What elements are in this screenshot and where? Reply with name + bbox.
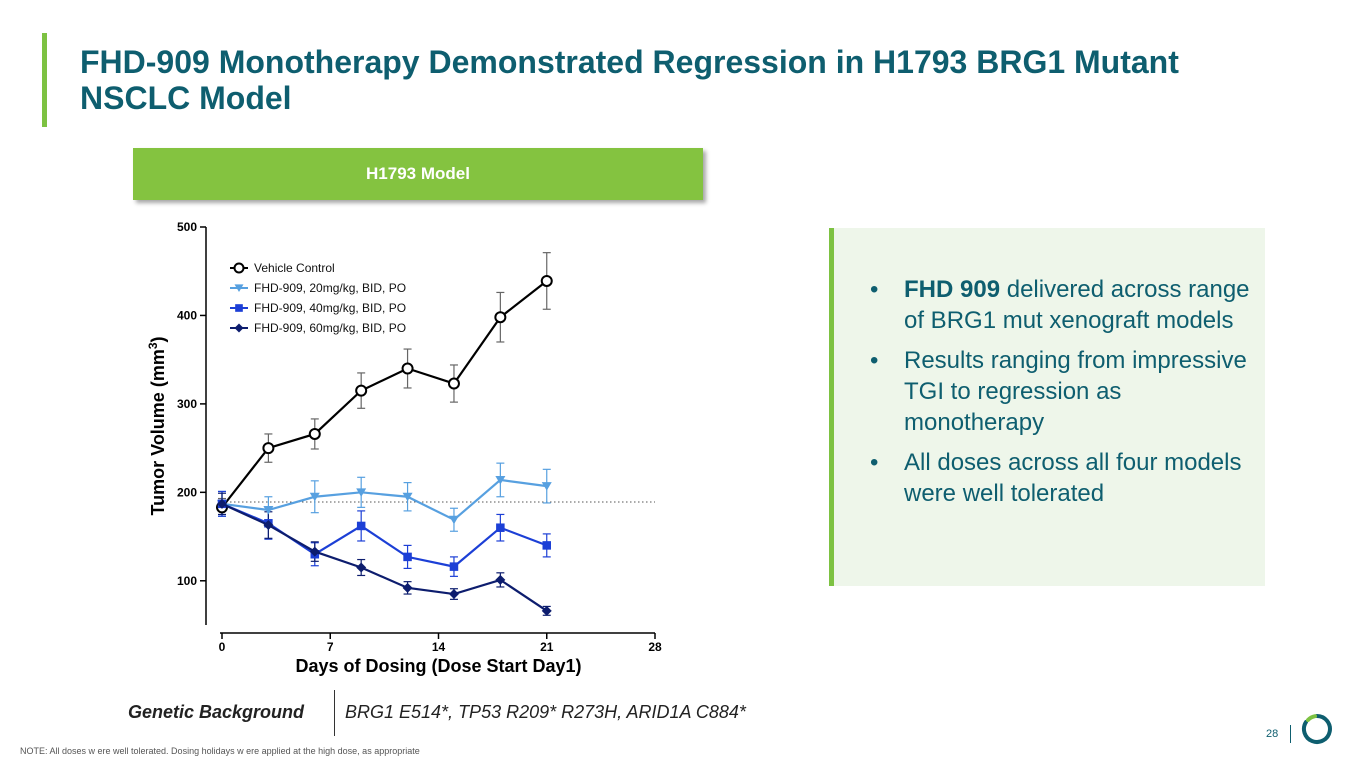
data-point — [402, 492, 413, 502]
legend-label: FHD-909, 60mg/kg, BID, PO — [254, 321, 406, 335]
data-point — [541, 482, 552, 491]
legend-marker — [234, 284, 244, 293]
data-point — [217, 498, 227, 509]
x-tick-label: 7 — [327, 640, 334, 654]
data-point — [541, 605, 552, 616]
y-tick-label: 500 — [177, 220, 197, 234]
genetic-background-divider — [334, 690, 335, 736]
tumor-volume-chart: 100 200 300 400 500 0 7 14 21 28 Days of Dosing (D… — [146, 220, 662, 676]
legend-label: Vehicle Control — [254, 261, 335, 275]
data-point — [542, 541, 551, 550]
data-point — [447, 377, 460, 390]
data-point — [355, 384, 368, 397]
series-line — [221, 502, 548, 568]
genetic-background-label: Genetic Background — [128, 702, 305, 722]
legend-label: FHD-909, 40mg/kg, BID, PO — [254, 301, 406, 315]
bullet-marker: • — [870, 276, 879, 303]
y-axis-label: Tumor Volume (mm3) — [146, 336, 168, 515]
x-tick-label: 14 — [432, 640, 446, 654]
legend-label: FHD-909, 20mg/kg, BID, PO — [254, 281, 406, 295]
data-point — [263, 520, 274, 531]
series-line — [221, 280, 548, 509]
model-header: H1793 Model — [133, 148, 703, 200]
y-tick-label: 300 — [177, 397, 197, 411]
data-point — [263, 506, 274, 515]
title-accent-bar — [42, 33, 47, 127]
legend-marker — [235, 304, 243, 312]
data-point — [495, 574, 506, 585]
company-logo-icon — [1302, 714, 1332, 744]
data-point — [309, 492, 320, 502]
data-point — [494, 311, 507, 324]
bullet-list: • FHD 909 delivered across range of BRG1 … — [870, 274, 1250, 518]
slide-title: FHD-909 Monotherapy Demonstrated Regress… — [80, 44, 1179, 116]
series-line — [221, 478, 547, 522]
data-point — [401, 362, 414, 375]
footnote: NOTE: All doses w ere well tolerated. Do… — [20, 746, 420, 756]
bullet-text: All doses across all four models were we… — [904, 449, 1242, 507]
data-point — [308, 427, 321, 440]
data-point — [448, 515, 459, 525]
model-header-label: H1793 Model — [366, 164, 470, 183]
bullet-marker: • — [870, 449, 879, 476]
bullet-item: • All doses across all four models were w… — [870, 447, 1250, 509]
data-point — [356, 562, 367, 573]
data-point — [449, 562, 459, 571]
bullet-marker: • — [870, 347, 879, 374]
legend-marker — [233, 262, 245, 274]
bullet-item: • Results ranging from impressive TGI to … — [870, 345, 1250, 438]
bullet-text: Results ranging from impressive TGI to r… — [904, 347, 1247, 436]
page-number: 28 — [1266, 728, 1279, 740]
data-point — [540, 274, 553, 287]
data-point — [495, 475, 506, 485]
data-point — [262, 442, 275, 455]
legend-marker — [234, 323, 244, 333]
bullet-item: • FHD 909 delivered across range of BRG1 … — [870, 274, 1250, 336]
x-tick-label: 28 — [648, 640, 662, 654]
x-axis-label: Days of Dosing (Dose Start Day1) — [295, 656, 581, 676]
data-point — [356, 488, 367, 497]
callout-box: • FHD 909 delivered across range of BRG1 … — [829, 228, 1265, 586]
bullet-text: delivered across range of BRG1 mut xenog… — [904, 276, 1250, 334]
data-point — [496, 523, 505, 532]
x-tick-label: 0 — [219, 640, 226, 654]
data-point — [356, 521, 366, 531]
genetic-background-value: BRG1 E514*, TP53 R209* R273H, ARID1A C88… — [345, 702, 746, 722]
x-tick-label: 21 — [540, 640, 554, 654]
data-point — [403, 552, 412, 562]
data-point — [448, 589, 459, 600]
y-tick-label: 200 — [177, 485, 197, 499]
page-number-divider — [1290, 725, 1291, 743]
bullet-bold: FHD 909 — [904, 276, 1001, 303]
data-point — [402, 582, 413, 593]
data-point — [309, 546, 320, 557]
series-line — [221, 502, 548, 612]
y-tick-label: 400 — [177, 308, 197, 322]
y-tick-label: 100 — [177, 574, 197, 588]
